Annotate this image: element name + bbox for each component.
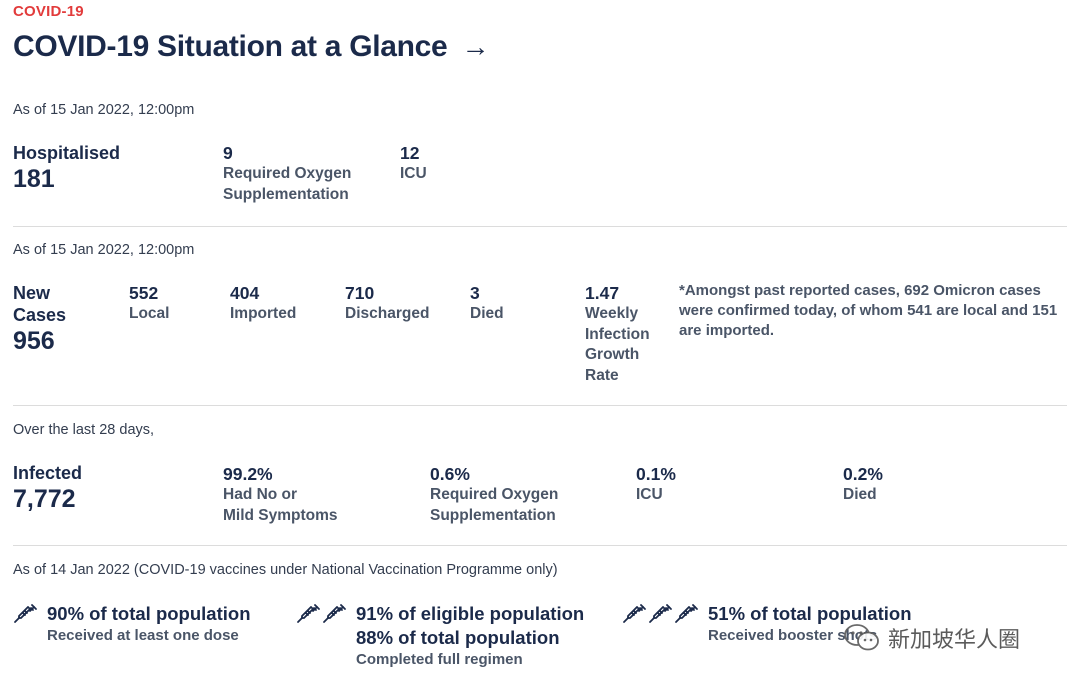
icu-value: 12	[400, 143, 420, 163]
wechat-icon	[842, 622, 882, 654]
omicron-note: *Amongst past reported cases, 692 Omicro…	[679, 281, 1071, 341]
local-label: Local	[129, 305, 170, 322]
omicron-note-line2: were confirmed today, of whom 541 are lo…	[679, 302, 1058, 319]
infected-stat: Infected 7,772	[13, 462, 82, 514]
new-cases-label-line2: Cases	[13, 305, 67, 325]
infected-as-of: Over the last 28 days,	[13, 422, 155, 438]
infected-icu-value: 0.1%	[636, 464, 676, 484]
page-title: COVID-19 Situation at a Glance	[13, 30, 448, 63]
infected-oxygen-label-line2: Supplementation	[430, 506, 556, 524]
infected-died-label: Died	[843, 486, 877, 503]
oxygen-label-line1: Required Oxygen	[223, 165, 352, 182]
booster-block: 51% of total population Received booster…	[622, 602, 912, 646]
syringe-icon	[13, 602, 39, 628]
mild-label-line2: Mild Symptoms	[223, 506, 338, 524]
died-stat: 3 Died	[470, 283, 504, 325]
icu-label: ICU	[400, 165, 427, 182]
hospital-as-of: As of 15 Jan 2022, 12:00pm	[13, 102, 195, 118]
local-stat: 552 Local	[129, 283, 169, 325]
infected-icu-label: ICU	[636, 486, 663, 503]
booster-headline: 51% of total population	[708, 603, 912, 624]
local-value: 552	[129, 283, 159, 303]
imported-label: Imported	[230, 305, 297, 322]
syringe-icon	[296, 602, 322, 628]
one-dose-block: 90% of total population Received at leas…	[13, 602, 251, 646]
growth-rate-value: 1.47	[585, 283, 620, 303]
died-label: Died	[470, 305, 504, 322]
growth-rate-label-line3: Growth	[585, 346, 640, 363]
divider	[13, 545, 1067, 546]
cases-as-of: As of 15 Jan 2022, 12:00pm	[13, 242, 195, 258]
infected-died-stat: 0.2% Died	[843, 464, 883, 506]
hospitalised-value: 181	[13, 165, 55, 193]
vaccination-as-of: As of 14 Jan 2022 (COVID-19 vaccines und…	[13, 562, 558, 578]
one-dose-headline: 90% of total population	[47, 603, 251, 624]
infected-died-value: 0.2%	[843, 464, 883, 484]
died-value: 3	[470, 283, 480, 303]
mild-label-line1: Had No or	[223, 486, 298, 503]
full-regimen-headline-total: 88% of total population	[356, 627, 560, 648]
hospitalised-stat: Hospitalised 181	[13, 142, 120, 194]
growth-rate-label-line1: Weekly	[585, 305, 639, 322]
watermark-text: 新加坡华人圈	[888, 628, 1021, 653]
one-dose-text: 90% of total population Received at leas…	[47, 602, 251, 646]
page-title-link[interactable]: COVID-19 Situation at a Glance →	[13, 30, 489, 64]
oxygen-label-line2: Supplementation	[223, 185, 349, 203]
mild-stat: 99.2% Had No or Mild Symptoms	[223, 464, 338, 526]
oxygen-value: 9	[223, 143, 233, 163]
discharged-label: Discharged	[345, 305, 430, 322]
growth-rate-stat: 1.47 Weekly Infection Growth Rate	[585, 283, 650, 386]
infected-oxygen-value: 0.6%	[430, 464, 470, 484]
one-dose-subtext: Received at least one dose	[47, 627, 239, 644]
imported-stat: 404 Imported	[230, 283, 296, 325]
growth-rate-label-line4: Rate	[585, 366, 619, 384]
new-cases-label-line1: New	[13, 283, 51, 303]
arrow-right-icon: →	[461, 31, 490, 62]
syringe-icon	[322, 602, 348, 628]
divider	[13, 226, 1067, 227]
omicron-note-line1: *Amongst past reported cases, 692 Omicro…	[679, 282, 1041, 299]
watermark: 新加坡华人圈	[842, 622, 1020, 654]
discharged-stat: 710 Discharged	[345, 283, 429, 325]
oxygen-stat: 9 Required Oxygen Supplementation	[223, 143, 351, 205]
growth-rate-label-line2: Infection	[585, 325, 650, 343]
booster-text: 51% of total population Received booster…	[708, 602, 912, 646]
full-regimen-subtext: Completed full regimen	[356, 651, 523, 668]
infected-oxygen-stat: 0.6% Required Oxygen Supplementation	[430, 464, 558, 526]
omicron-note-line3: are imported.	[679, 322, 775, 339]
full-regimen-text: 91% of eligible population 88% of total …	[356, 602, 584, 670]
syringe-icon	[622, 602, 648, 628]
full-regimen-headline-eligible: 91% of eligible population	[356, 603, 585, 624]
infected-value: 7,772	[13, 485, 76, 513]
new-cases-value: 956	[13, 327, 55, 355]
new-cases-stat: New Cases 956	[13, 282, 66, 356]
booster-subtext: Received booster shots	[708, 627, 878, 644]
discharged-value: 710	[345, 283, 375, 303]
infected-label: Infected	[13, 463, 83, 483]
syringe-icon	[674, 602, 700, 628]
infected-icu-stat: 0.1% ICU	[636, 464, 676, 506]
section-kicker: COVID-19	[13, 3, 84, 20]
syringe-icon	[648, 602, 674, 628]
imported-value: 404	[230, 283, 260, 303]
full-regimen-block: 91% of eligible population 88% of total …	[296, 602, 584, 670]
divider	[13, 405, 1067, 406]
icu-stat: 12 ICU	[400, 143, 427, 185]
infected-oxygen-label-line1: Required Oxygen	[430, 486, 559, 503]
mild-value: 99.2%	[223, 464, 273, 484]
hospitalised-label: Hospitalised	[13, 143, 121, 163]
